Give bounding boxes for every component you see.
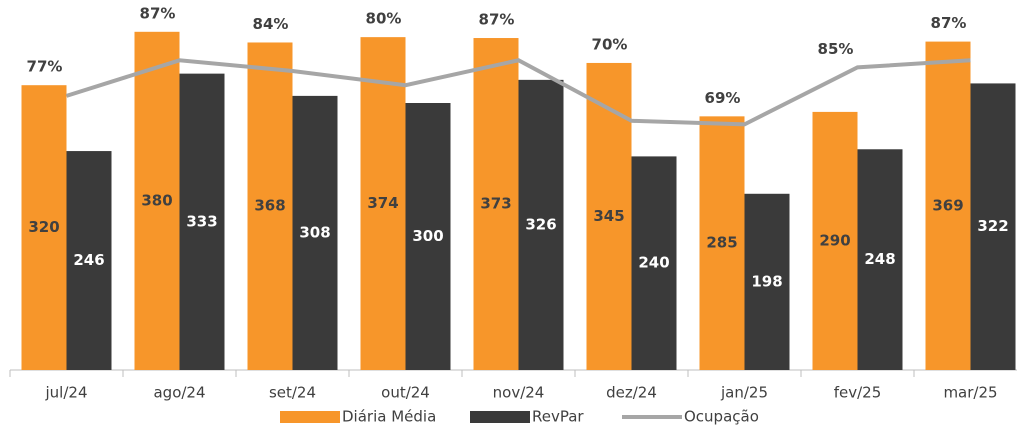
bar-value-label: 320 (28, 218, 59, 236)
legend-label: Ocupação (684, 408, 759, 425)
legend-label: Diária Média (342, 408, 436, 425)
bar-value-label: 326 (525, 215, 556, 233)
bar-value-label: 285 (706, 234, 737, 252)
line-value-label: 69% (705, 89, 741, 107)
bar-value-label: 248 (864, 250, 895, 268)
bar-value-label: 368 (254, 197, 285, 215)
bar (518, 79, 564, 371)
bar (247, 42, 293, 370)
legend-swatch (280, 411, 340, 423)
line-value-label: 87% (931, 14, 967, 32)
bar (699, 116, 745, 370)
bar (925, 41, 971, 371)
legend-label: RevPar (532, 408, 584, 425)
bar-value-label: 333 (186, 212, 217, 230)
bar-value-label: 308 (299, 223, 330, 241)
legend-swatch (470, 411, 530, 423)
line-value-label: 85% (818, 40, 854, 58)
bar (179, 73, 225, 370)
bar (21, 85, 67, 370)
bar (66, 151, 112, 370)
bar-value-label: 322 (977, 217, 1008, 235)
bar-value-label: 373 (480, 195, 511, 213)
bar (292, 95, 338, 370)
bar (473, 38, 519, 370)
line-value-label: 70% (592, 35, 628, 53)
bar-value-label: 374 (367, 194, 398, 212)
bar (970, 83, 1016, 371)
bar-value-label: 198 (751, 272, 782, 290)
x-tick-label: nov/24 (493, 384, 545, 402)
line-value-label: 84% (253, 15, 289, 33)
bar (744, 193, 790, 370)
bar-value-label: 246 (73, 251, 104, 269)
bar-value-label: 240 (638, 254, 669, 272)
bar (631, 156, 677, 370)
x-tick-label: dez/24 (606, 384, 657, 402)
bar (857, 149, 903, 370)
bar (812, 111, 858, 371)
bar-value-label: 369 (932, 196, 963, 214)
line (65, 58, 971, 127)
x-tick-label: ago/24 (153, 384, 205, 402)
bar (586, 62, 632, 370)
line-value-label: 77% (27, 58, 63, 76)
bar-value-label: 300 (412, 227, 443, 245)
x-tick-label: jul/24 (45, 384, 88, 402)
x-tick-label: set/24 (269, 384, 316, 402)
bar (134, 31, 180, 371)
bar-value-label: 380 (141, 191, 172, 209)
x-tick-label: fev/25 (834, 384, 882, 402)
line-value-label: 87% (479, 11, 515, 29)
x-tick-label: mar/25 (943, 384, 997, 402)
bar-value-label: 345 (593, 207, 624, 225)
line-value-label: 80% (366, 10, 402, 28)
x-tick-label: jan/25 (720, 384, 768, 402)
line-value-label: 87% (140, 4, 176, 22)
x-tick-label: out/24 (381, 384, 430, 402)
bar-value-label: 290 (819, 231, 850, 249)
bar (405, 103, 451, 370)
bar (360, 37, 406, 370)
